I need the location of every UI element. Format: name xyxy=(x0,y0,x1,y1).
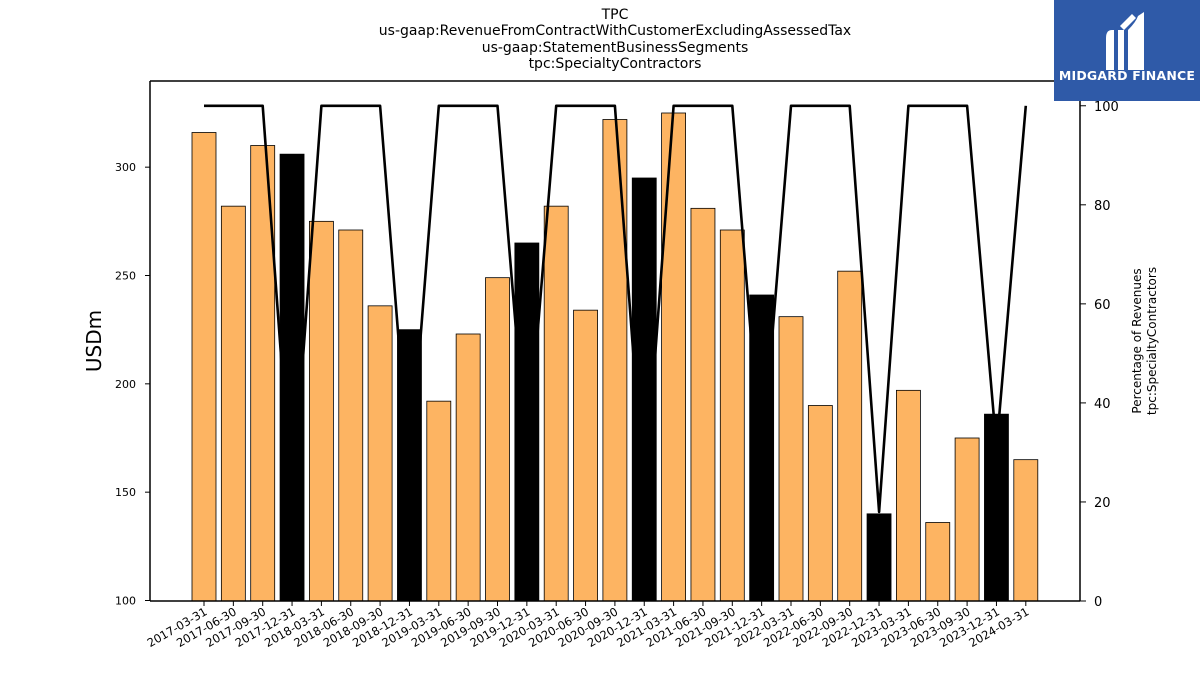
bar xyxy=(690,207,716,602)
title-line-3: us-gaap:StatementBusinessSegments xyxy=(481,39,749,56)
y2-tick-label: 100 xyxy=(1094,100,1119,115)
bar xyxy=(954,437,980,602)
percentage-line xyxy=(204,104,1028,514)
logo-mark-icon xyxy=(1106,12,1144,70)
percentage-line-layer xyxy=(204,104,1028,514)
bar xyxy=(573,309,598,602)
bar xyxy=(807,405,833,602)
y-tick-label: 150 xyxy=(115,486,136,499)
bar xyxy=(719,229,745,602)
y2-tick-label: 60 xyxy=(1094,298,1111,313)
y2-tick-label: 40 xyxy=(1094,397,1111,412)
logo-text: MIDGARD FINANCE xyxy=(1058,68,1196,83)
title-line-1: TPC xyxy=(601,7,629,23)
bar xyxy=(455,333,481,602)
bar xyxy=(602,119,628,602)
bar xyxy=(338,229,364,602)
bar xyxy=(426,400,452,602)
bar xyxy=(191,132,217,602)
y-tick-label: 250 xyxy=(115,270,136,283)
title-line-2: us-gaap:RevenueFromContractWithCustomerE… xyxy=(378,23,852,40)
bar xyxy=(485,277,510,602)
bar xyxy=(220,205,246,602)
y2-tick-label: 0 xyxy=(1094,595,1102,610)
bar xyxy=(279,153,305,602)
y-tick-label: 200 xyxy=(115,378,136,391)
bar xyxy=(367,305,393,602)
y2-tick-label: 80 xyxy=(1094,199,1111,214)
bar xyxy=(925,522,951,602)
bar xyxy=(543,205,569,602)
bar-series xyxy=(191,112,1039,602)
bar xyxy=(866,513,892,602)
midgard-finance-logo: MIDGARD FINANCE xyxy=(1054,0,1200,101)
y-axis-label: USDm xyxy=(82,310,106,372)
bar xyxy=(308,220,334,602)
y-tick-label: 100 xyxy=(115,595,136,608)
bar xyxy=(896,389,921,602)
bar xyxy=(661,112,686,602)
y-tick-label: 300 xyxy=(115,161,136,174)
y2-axis-label-line-2: tpc:SpecialtyContractors xyxy=(1145,267,1159,415)
y2-tick-label: 20 xyxy=(1094,496,1111,511)
title-line-4: tpc:SpecialtyContractors xyxy=(528,55,702,72)
chart-title: TPC us-gaap:RevenueFromContractWithCusto… xyxy=(315,7,915,72)
bar xyxy=(1013,459,1039,602)
bar xyxy=(749,294,775,602)
bar xyxy=(778,316,804,602)
y2-axis-label-line-1: Percentage of Revenues xyxy=(1130,268,1144,413)
bar xyxy=(514,242,540,602)
bar xyxy=(837,270,863,602)
